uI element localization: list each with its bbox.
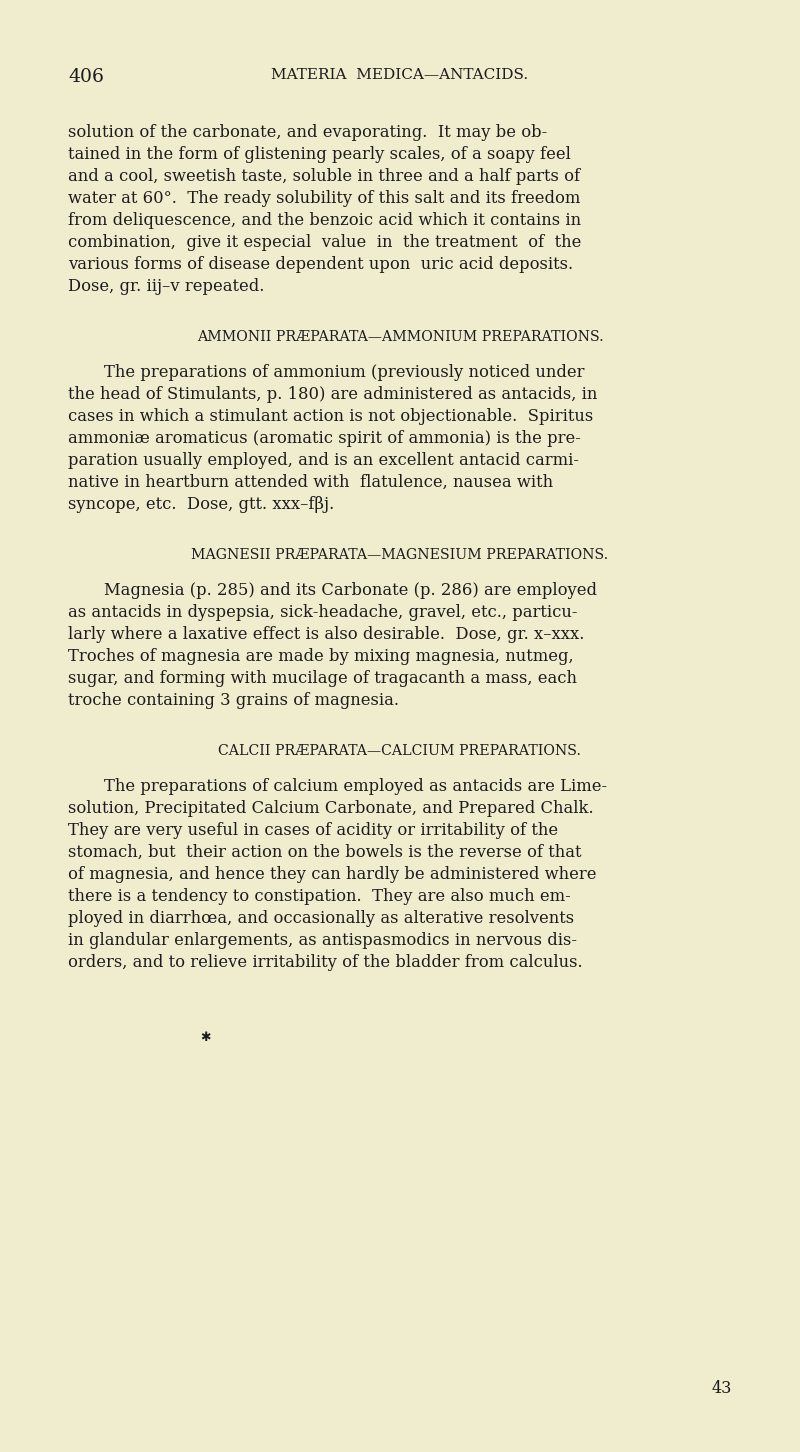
Text: various forms of disease dependent upon  uric acid deposits.: various forms of disease dependent upon … [68,256,573,273]
Text: tained in the form of glistening pearly scales, of a soapy feel: tained in the form of glistening pearly … [68,147,571,163]
Text: CALCII PRÆPARATA—CALCIUM PREPARATIONS.: CALCII PRÆPARATA—CALCIUM PREPARATIONS. [218,743,582,758]
Text: They are very useful in cases of acidity or irritability of the: They are very useful in cases of acidity… [68,822,558,839]
Text: Dose, gr. iij–v repeated.: Dose, gr. iij–v repeated. [68,277,264,295]
Text: Troches of magnesia are made by mixing magnesia, nutmeg,: Troches of magnesia are made by mixing m… [68,648,574,665]
Text: solution of the carbonate, and evaporating.  It may be ob-: solution of the carbonate, and evaporati… [68,123,547,141]
Text: The preparations of ammonium (previously noticed under: The preparations of ammonium (previously… [104,364,585,380]
Text: MAGNESII PRÆPARATA—MAGNESIUM PREPARATIONS.: MAGNESII PRÆPARATA—MAGNESIUM PREPARATION… [191,547,609,562]
Text: larly where a laxative effect is also desirable.  Dose, gr. x–xxx.: larly where a laxative effect is also de… [68,626,584,643]
Text: from deliquescence, and the benzoic acid which it contains in: from deliquescence, and the benzoic acid… [68,212,581,229]
Text: sugar, and forming with mucilage of tragacanth a mass, each: sugar, and forming with mucilage of trag… [68,669,577,687]
Text: the head of Stimulants, p. 180) are administered as antacids, in: the head of Stimulants, p. 180) are admi… [68,386,598,404]
Text: and a cool, sweetish taste, soluble in three and a half parts of: and a cool, sweetish taste, soluble in t… [68,168,580,184]
Text: Magnesia (p. 285) and its Carbonate (p. 286) are employed: Magnesia (p. 285) and its Carbonate (p. … [104,582,597,600]
Text: native in heartburn attended with  flatulence, nausea with: native in heartburn attended with flatul… [68,473,553,491]
Text: water at 60°.  The ready solubility of this salt and its freedom: water at 60°. The ready solubility of th… [68,190,580,208]
Text: AMMONII PRÆPARATA—AMMONIUM PREPARATIONS.: AMMONII PRÆPARATA—AMMONIUM PREPARATIONS. [197,330,603,344]
Text: 406: 406 [68,68,104,86]
Text: 43: 43 [712,1379,732,1397]
Text: The preparations of calcium employed as antacids are Lime-: The preparations of calcium employed as … [104,778,607,796]
Text: of magnesia, and hence they can hardly be administered where: of magnesia, and hence they can hardly b… [68,865,597,883]
Text: solution, Precipitated Calcium Carbonate, and Prepared Chalk.: solution, Precipitated Calcium Carbonate… [68,800,594,817]
Text: paration usually employed, and is an excellent antacid carmi-: paration usually employed, and is an exc… [68,452,579,469]
Text: in glandular enlargements, as antispasmodics in nervous dis-: in glandular enlargements, as antispasmo… [68,932,577,950]
Text: as antacids in dyspepsia, sick-headache, gravel, etc., particu-: as antacids in dyspepsia, sick-headache,… [68,604,578,621]
Text: MATERIA  MEDICA—ANTACIDS.: MATERIA MEDICA—ANTACIDS. [271,68,529,81]
Text: cases in which a stimulant action is not objectionable.  Spiritus: cases in which a stimulant action is not… [68,408,594,425]
Text: there is a tendency to constipation.  They are also much em-: there is a tendency to constipation. The… [68,889,570,905]
Text: ployed in diarrhœa, and occasionally as alterative resolvents: ployed in diarrhœa, and occasionally as … [68,910,574,926]
Text: stomach, but  their action on the bowels is the reverse of that: stomach, but their action on the bowels … [68,844,582,861]
Text: orders, and to relieve irritability of the bladder from calculus.: orders, and to relieve irritability of t… [68,954,582,971]
Text: ✱: ✱ [200,1031,210,1044]
Text: troche containing 3 grains of magnesia.: troche containing 3 grains of magnesia. [68,693,399,709]
Text: syncope, etc.  Dose, gtt. xxx–fβj.: syncope, etc. Dose, gtt. xxx–fβj. [68,497,334,513]
Text: combination,  give it especial  value  in  the treatment  of  the: combination, give it especial value in t… [68,234,582,251]
Text: ammoniæ aromaticus (aromatic spirit of ammonia) is the pre-: ammoniæ aromaticus (aromatic spirit of a… [68,430,581,447]
